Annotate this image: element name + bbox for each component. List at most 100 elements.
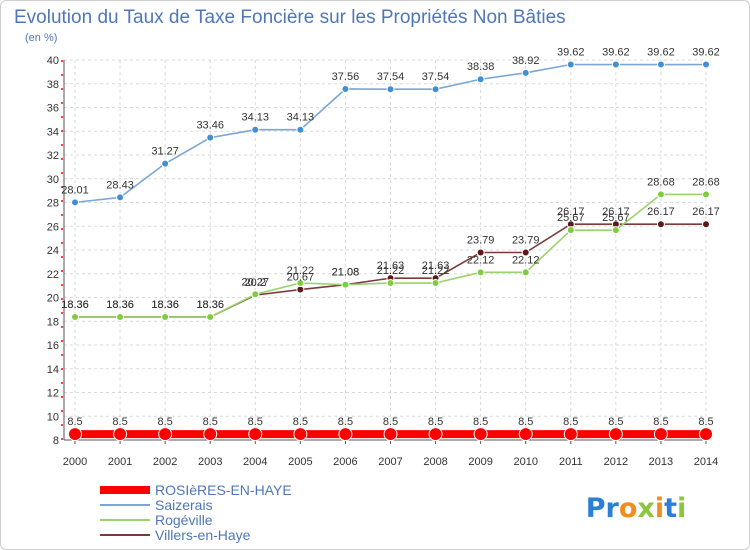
data-label: 34.13 bbox=[242, 112, 270, 124]
data-point bbox=[566, 226, 575, 235]
x-tick-label: 2007 bbox=[378, 456, 402, 468]
data-point bbox=[113, 427, 128, 442]
data-point bbox=[476, 248, 485, 257]
x-tick-label: 2012 bbox=[604, 456, 628, 468]
x-tick-label: 2003 bbox=[198, 456, 222, 468]
data-label: 21.22 bbox=[422, 265, 450, 277]
logo-letter: r bbox=[606, 493, 620, 524]
data-label: 37.54 bbox=[422, 71, 450, 83]
data-point bbox=[203, 427, 218, 442]
data-point bbox=[338, 427, 353, 442]
data-label: 21.08 bbox=[332, 267, 360, 279]
data-label: 39.62 bbox=[557, 47, 585, 59]
data-labels: 8.5 8.5 8.5 8.5 8.5 8.5 8.5 8.5 8.5 8.5 8.5 8.5 8.5 8… bbox=[61, 47, 720, 429]
data-label: 8.5 bbox=[428, 416, 443, 428]
x-tick-label: 2006 bbox=[333, 456, 357, 468]
x-tick-label: 2001 bbox=[108, 456, 132, 468]
grid bbox=[64, 59, 707, 441]
data-point bbox=[428, 427, 443, 442]
data-point bbox=[566, 60, 575, 69]
y-tick-label: 26 bbox=[47, 221, 59, 233]
data-point bbox=[656, 220, 665, 229]
data-label: 39.62 bbox=[602, 47, 630, 59]
y-tick-label: 36 bbox=[47, 103, 59, 115]
y-tick-label: 8 bbox=[53, 435, 59, 447]
data-point bbox=[702, 60, 710, 69]
data-point bbox=[341, 84, 350, 93]
data-label: 8.5 bbox=[293, 416, 308, 428]
data-point bbox=[431, 279, 440, 288]
data-point bbox=[71, 198, 79, 207]
data-point bbox=[296, 125, 305, 134]
data-label: 18.36 bbox=[151, 299, 179, 311]
data-point bbox=[656, 190, 665, 199]
y-tick-label: 18 bbox=[47, 316, 59, 328]
data-label: 39.62 bbox=[647, 47, 675, 59]
data-label: 22.12 bbox=[467, 254, 495, 266]
data-point bbox=[386, 279, 395, 288]
y-tick-label: 20 bbox=[47, 293, 59, 305]
data-label: 8.5 bbox=[653, 416, 668, 428]
data-label: 34.13 bbox=[287, 112, 315, 124]
data-label: 37.54 bbox=[377, 71, 405, 83]
logo-letter: i bbox=[655, 493, 664, 524]
data-point bbox=[386, 85, 395, 94]
data-label: 28.01 bbox=[61, 184, 89, 196]
x-tick-label: 2009 bbox=[468, 456, 492, 468]
logo-letter: i bbox=[677, 493, 686, 524]
data-point bbox=[476, 75, 485, 84]
data-point bbox=[341, 280, 350, 289]
data-label: 26.17 bbox=[602, 206, 630, 218]
data-label: 25.67 bbox=[602, 212, 630, 224]
data-point bbox=[521, 268, 530, 277]
y-tick-label: 32 bbox=[47, 150, 59, 162]
y-tick-label: 34 bbox=[47, 126, 59, 138]
x-tick-label: 2002 bbox=[153, 456, 177, 468]
x-tick-label: 2013 bbox=[649, 456, 673, 468]
data-label: 18.36 bbox=[151, 299, 179, 311]
data-label: 38.92 bbox=[512, 55, 540, 67]
data-label: 18.36 bbox=[61, 299, 89, 311]
logo-letter: t bbox=[664, 493, 677, 524]
y-tick-label: 16 bbox=[47, 340, 59, 352]
axes: 8 10 12 14 16 18 20 22 24 26 28 30 32 34 36 38 40 2000 200… bbox=[47, 55, 718, 468]
data-label: 8.5 bbox=[338, 416, 353, 428]
data-label: 8.5 bbox=[248, 416, 263, 428]
data-label: 20.2 bbox=[245, 277, 266, 289]
data-point bbox=[158, 427, 173, 442]
data-label: 37.56 bbox=[332, 71, 360, 83]
data-point bbox=[251, 290, 260, 299]
chart-subtitle: (en %) bbox=[25, 32, 57, 44]
data-label: 33.46 bbox=[196, 120, 224, 132]
y-tick-label: 30 bbox=[47, 174, 59, 186]
data-point bbox=[161, 159, 170, 168]
logo-letter: x bbox=[637, 493, 654, 524]
legend-label: ROSIèRES-EN-HAYE bbox=[155, 482, 292, 498]
legend-label: Villers-en-Haye bbox=[155, 527, 251, 543]
data-label: 28.43 bbox=[106, 179, 134, 191]
data-point bbox=[611, 60, 620, 69]
data-point bbox=[702, 220, 710, 229]
data-point bbox=[521, 68, 530, 77]
data-point bbox=[699, 427, 713, 442]
legend-label: Saizerais bbox=[155, 497, 213, 513]
data-point bbox=[116, 312, 125, 321]
data-label: 8.5 bbox=[698, 416, 713, 428]
data-label: 8.5 bbox=[157, 416, 172, 428]
data-point bbox=[293, 427, 308, 442]
data-label: 28.68 bbox=[692, 176, 720, 188]
logo-letter: P bbox=[586, 493, 606, 524]
x-tick-label: 2000 bbox=[63, 456, 87, 468]
data-label: 21.22 bbox=[377, 265, 405, 277]
data-label: 18.36 bbox=[61, 299, 89, 311]
data-point bbox=[71, 312, 79, 321]
logo-letter: o bbox=[619, 493, 638, 524]
data-point bbox=[608, 427, 623, 442]
data-point bbox=[206, 133, 215, 142]
y-tick-label: 28 bbox=[47, 198, 59, 210]
data-label: 8.5 bbox=[112, 416, 127, 428]
series-rosi-res-en-haye bbox=[68, 427, 713, 442]
data-point bbox=[206, 312, 215, 321]
